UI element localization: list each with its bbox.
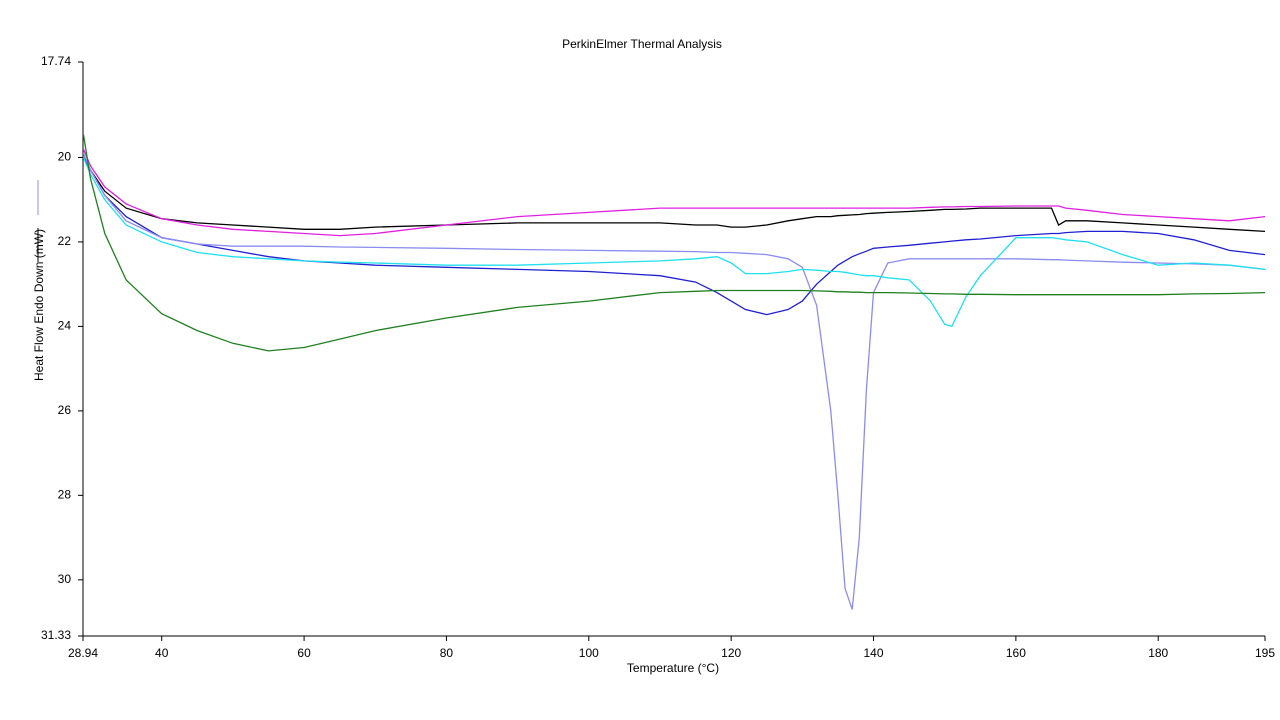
y-axis-label: Heat Flow Endo Down (mW) (32, 229, 46, 381)
x-tick-label: 180 (1148, 646, 1168, 660)
x-tick-label: 28.94 (68, 646, 98, 660)
y-tick-label: 31.33 (41, 628, 71, 642)
x-tick-label: 80 (440, 646, 454, 660)
data-line (82, 157, 1266, 233)
x-tick-label: 160 (1006, 646, 1026, 660)
x-axis-label: Temperature (°C) (627, 661, 719, 675)
data-line (82, 157, 1266, 328)
y-tick-label: 20 (58, 150, 72, 164)
y-tick-label: 17.74 (41, 54, 71, 68)
x-tick-label: 195 (1255, 646, 1275, 660)
y-tick-label: 30 (58, 572, 72, 586)
y-tick-label: 22 (58, 234, 72, 248)
x-tick-label: 60 (297, 646, 311, 660)
x-tick-label: 140 (863, 646, 883, 660)
y-tick-label: 26 (58, 403, 72, 417)
x-tick-label: 40 (155, 646, 169, 660)
data-line (82, 157, 1266, 316)
y-tick-label: 28 (58, 488, 72, 502)
chart-title: PerkinElmer Thermal Analysis (562, 37, 722, 51)
x-tick-label: 100 (579, 646, 599, 660)
y-tick-label: 24 (58, 319, 72, 333)
x-tick-label: 120 (721, 646, 741, 660)
data-line (82, 134, 1266, 352)
data-line (82, 152, 1266, 610)
data-line (82, 148, 1266, 237)
